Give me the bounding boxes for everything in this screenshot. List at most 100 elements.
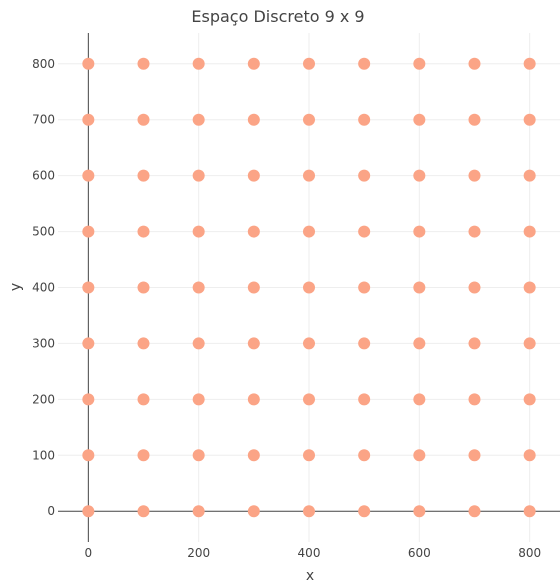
data-point	[303, 226, 315, 238]
data-point	[524, 393, 536, 405]
data-point	[358, 58, 370, 70]
data-point	[358, 282, 370, 294]
data-point	[248, 170, 260, 182]
data-point	[468, 282, 480, 294]
data-point	[82, 282, 94, 294]
data-point	[82, 393, 94, 405]
data-point	[358, 226, 370, 238]
data-point	[358, 170, 370, 182]
data-point	[248, 449, 260, 461]
data-point	[524, 337, 536, 349]
data-point	[524, 170, 536, 182]
data-point	[468, 170, 480, 182]
data-point	[138, 337, 150, 349]
data-point	[524, 226, 536, 238]
data-point	[303, 282, 315, 294]
data-point	[413, 226, 425, 238]
y-tick-label: 0	[47, 504, 55, 518]
data-point	[303, 393, 315, 405]
x-tick-label: 400	[298, 546, 321, 560]
data-point	[524, 114, 536, 126]
data-point	[303, 337, 315, 349]
data-point	[413, 505, 425, 517]
y-tick-label: 100	[32, 448, 55, 462]
data-point	[138, 170, 150, 182]
data-point	[248, 282, 260, 294]
data-point	[524, 505, 536, 517]
data-point	[413, 170, 425, 182]
data-point	[358, 505, 370, 517]
x-tick-label: 200	[187, 546, 210, 560]
data-point	[82, 449, 94, 461]
data-point	[358, 337, 370, 349]
data-point	[303, 114, 315, 126]
data-point	[468, 337, 480, 349]
data-point	[138, 505, 150, 517]
data-point	[193, 58, 205, 70]
data-point	[193, 282, 205, 294]
data-point	[468, 58, 480, 70]
data-point	[358, 393, 370, 405]
data-point	[193, 226, 205, 238]
chart-title: Espaço Discreto 9 x 9	[191, 7, 364, 26]
data-point	[138, 226, 150, 238]
data-point	[303, 58, 315, 70]
data-point	[248, 505, 260, 517]
data-point	[193, 449, 205, 461]
data-point	[248, 337, 260, 349]
y-tick-labels: 0 100 200 300 400 500 600 700 800	[32, 57, 55, 518]
y-tick-label: 700	[32, 113, 55, 127]
data-point	[193, 170, 205, 182]
y-tick-label: 300	[32, 336, 55, 350]
data-point	[82, 114, 94, 126]
y-tick-label: 500	[32, 225, 55, 239]
y-tick-label: 200	[32, 392, 55, 406]
data-point	[413, 282, 425, 294]
data-point	[303, 170, 315, 182]
data-point	[524, 449, 536, 461]
y-tick-label: 600	[32, 169, 55, 183]
data-point	[193, 114, 205, 126]
x-tick-label: 600	[408, 546, 431, 560]
data-point	[524, 58, 536, 70]
data-point	[468, 114, 480, 126]
y-tick-label: 400	[32, 281, 55, 295]
data-point	[248, 114, 260, 126]
data-point	[193, 337, 205, 349]
data-point	[248, 226, 260, 238]
data-point	[303, 449, 315, 461]
data-point	[358, 449, 370, 461]
data-point	[413, 337, 425, 349]
data-point	[468, 449, 480, 461]
data-point	[193, 393, 205, 405]
data-point	[248, 393, 260, 405]
data-point	[248, 58, 260, 70]
data-point	[138, 393, 150, 405]
data-point	[82, 58, 94, 70]
x-tick-labels: 0 200 400 600 800	[85, 546, 542, 560]
data-point	[468, 226, 480, 238]
data-point	[82, 226, 94, 238]
data-point	[524, 282, 536, 294]
y-tick-label: 800	[32, 57, 55, 71]
data-point	[138, 282, 150, 294]
x-tick-label: 0	[85, 546, 93, 560]
data-point	[138, 449, 150, 461]
data-point	[138, 114, 150, 126]
data-point	[82, 505, 94, 517]
data-point	[358, 114, 370, 126]
y-axis-label: y	[8, 283, 24, 291]
data-point	[413, 449, 425, 461]
data-point	[468, 505, 480, 517]
data-point	[413, 58, 425, 70]
x-axis-label: x	[306, 568, 314, 583]
data-point	[138, 58, 150, 70]
data-point	[193, 505, 205, 517]
data-point	[82, 170, 94, 182]
data-point	[413, 114, 425, 126]
data-point	[303, 505, 315, 517]
x-tick-label: 800	[518, 546, 541, 560]
data-point	[468, 393, 480, 405]
data-point	[413, 393, 425, 405]
